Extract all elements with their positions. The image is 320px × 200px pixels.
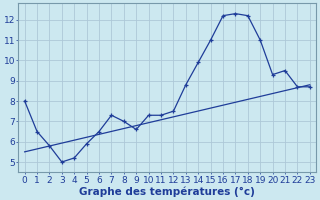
X-axis label: Graphe des températures (°c): Graphe des températures (°c)	[79, 186, 255, 197]
